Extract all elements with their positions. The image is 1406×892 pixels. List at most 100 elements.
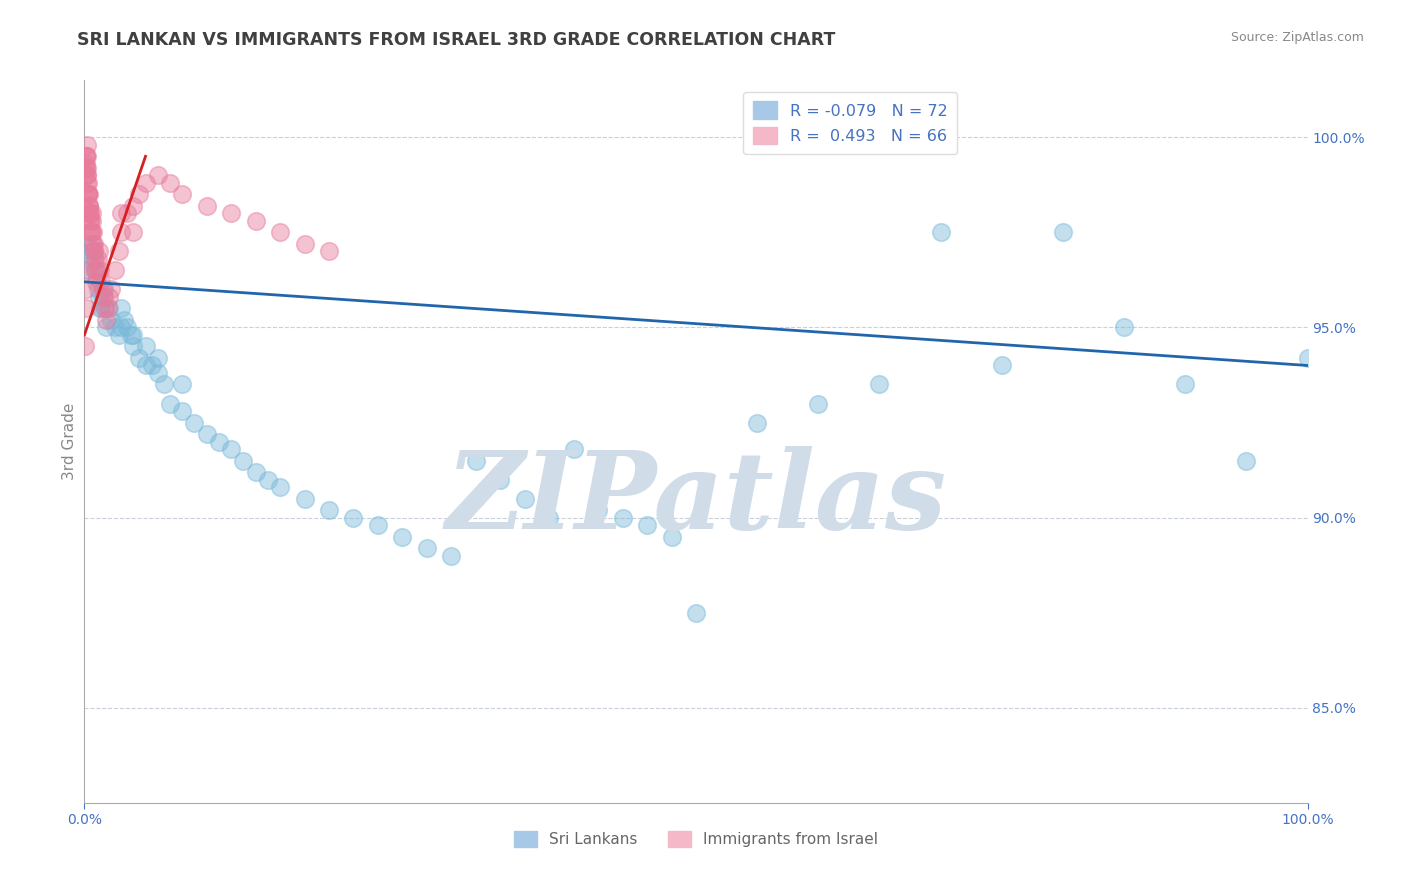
Point [391, 530, 413, 544]
Point [172, 404, 194, 418]
Point [84, 275, 107, 289]
Point [79, 187, 101, 202]
Point [77, 199, 100, 213]
Point [83, 236, 105, 251]
Point [73, 339, 96, 353]
Point [82, 226, 104, 240]
Point [1174, 377, 1197, 392]
Point [75, 161, 97, 175]
Point [208, 434, 231, 449]
Point [110, 320, 132, 334]
Point [76, 169, 98, 183]
Point [87, 282, 110, 296]
Point [96, 313, 118, 327]
Point [97, 301, 120, 316]
Point [110, 206, 132, 220]
Point [76, 161, 98, 175]
Point [661, 530, 683, 544]
Point [1052, 226, 1074, 240]
Point [77, 206, 100, 220]
Point [219, 206, 242, 220]
Text: SRI LANKAN VS IMMIGRANTS FROM ISRAEL 3RD GRADE CORRELATION CHART: SRI LANKAN VS IMMIGRANTS FROM ISRAEL 3RD… [77, 31, 835, 49]
Point [79, 206, 101, 220]
Point [91, 282, 114, 296]
Point [112, 313, 135, 327]
Point [75, 149, 97, 163]
Point [104, 320, 127, 334]
Point [100, 282, 122, 296]
Point [115, 320, 138, 334]
Point [342, 510, 364, 524]
Point [76, 176, 98, 190]
Point [110, 226, 132, 240]
Point [77, 187, 100, 202]
Point [86, 263, 108, 277]
Point [219, 442, 242, 457]
Point [83, 252, 105, 266]
Point [90, 275, 112, 289]
Point [269, 226, 291, 240]
Point [87, 252, 110, 266]
Point [107, 244, 129, 259]
Point [122, 226, 145, 240]
Point [80, 214, 103, 228]
Point [76, 149, 98, 163]
Point [107, 328, 129, 343]
Point [538, 510, 561, 524]
Point [1296, 351, 1319, 365]
Point [367, 518, 389, 533]
Point [146, 351, 169, 365]
Point [172, 377, 194, 392]
Point [115, 206, 138, 220]
Point [104, 263, 127, 277]
Point [83, 252, 105, 266]
Point [76, 137, 98, 152]
Point [87, 244, 110, 259]
Point [75, 282, 97, 296]
Point [172, 187, 194, 202]
Point [77, 199, 100, 213]
Point [91, 290, 114, 304]
Point [87, 290, 110, 304]
Text: Source: ZipAtlas.com: Source: ZipAtlas.com [1230, 31, 1364, 45]
Point [183, 416, 205, 430]
Point [135, 359, 157, 373]
Point [807, 396, 830, 410]
Point [89, 263, 111, 277]
Point [84, 263, 107, 277]
Point [122, 339, 145, 353]
Point [80, 236, 103, 251]
Point [146, 169, 169, 183]
Point [464, 453, 486, 467]
Point [869, 377, 891, 392]
Point [76, 263, 98, 277]
Point [245, 465, 267, 479]
Point [1236, 453, 1258, 467]
Point [685, 606, 707, 620]
Point [96, 320, 118, 334]
Point [562, 442, 585, 457]
Point [97, 301, 120, 316]
Point [318, 503, 340, 517]
Point [79, 214, 101, 228]
Point [82, 244, 104, 259]
Point [93, 282, 115, 296]
Point [232, 453, 254, 467]
Point [440, 549, 463, 563]
Point [83, 244, 105, 259]
Point [135, 176, 157, 190]
Legend: Sri Lankans, Immigrants from Israel: Sri Lankans, Immigrants from Israel [508, 825, 884, 853]
Point [80, 226, 103, 240]
Point [135, 339, 157, 353]
Point [513, 491, 536, 506]
Point [77, 187, 100, 202]
Point [76, 176, 98, 190]
Point [79, 244, 101, 259]
Point [86, 271, 108, 285]
Point [77, 263, 100, 277]
Point [77, 252, 100, 266]
Text: ZIPatlas: ZIPatlas [446, 446, 946, 552]
Point [416, 541, 439, 555]
Point [75, 157, 97, 171]
Point [90, 301, 112, 316]
